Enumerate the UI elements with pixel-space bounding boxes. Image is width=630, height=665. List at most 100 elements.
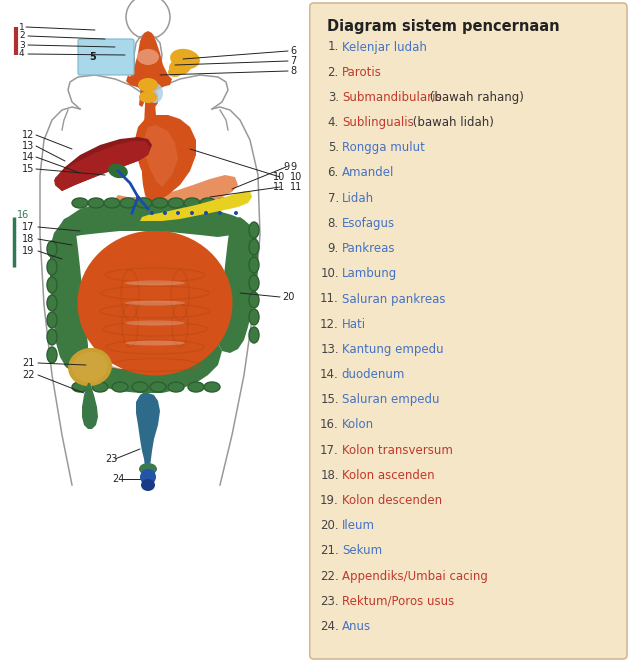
- Text: 4.: 4.: [328, 116, 339, 129]
- Text: Parotis: Parotis: [342, 66, 382, 78]
- Text: 11: 11: [273, 182, 285, 192]
- Text: Kelenjar ludah: Kelenjar ludah: [342, 41, 427, 53]
- Ellipse shape: [47, 347, 57, 363]
- Text: 5.: 5.: [328, 141, 339, 154]
- Text: 17.: 17.: [320, 444, 339, 457]
- Ellipse shape: [184, 198, 200, 208]
- Text: Kolon transversum: Kolon transversum: [342, 444, 453, 457]
- Ellipse shape: [190, 211, 194, 215]
- Polygon shape: [50, 221, 88, 371]
- Text: Saluran empedu: Saluran empedu: [342, 393, 439, 406]
- Ellipse shape: [92, 382, 108, 392]
- Ellipse shape: [168, 198, 184, 208]
- Ellipse shape: [139, 463, 157, 475]
- Ellipse shape: [249, 327, 259, 343]
- Text: Kantung empedu: Kantung empedu: [342, 343, 444, 356]
- Text: 21.: 21.: [320, 545, 339, 557]
- Text: 8: 8: [290, 66, 296, 76]
- Text: Appendiks/Umbai cacing: Appendiks/Umbai cacing: [342, 570, 488, 583]
- Polygon shape: [82, 383, 98, 429]
- Text: Sekum: Sekum: [342, 545, 382, 557]
- Text: 12.: 12.: [320, 318, 339, 331]
- Ellipse shape: [140, 469, 156, 485]
- Ellipse shape: [249, 239, 259, 255]
- Text: 9: 9: [283, 162, 289, 172]
- Polygon shape: [55, 137, 152, 191]
- Ellipse shape: [249, 292, 259, 308]
- Polygon shape: [142, 90, 158, 203]
- Ellipse shape: [120, 198, 136, 208]
- FancyBboxPatch shape: [78, 39, 134, 75]
- Text: Sublingualis: Sublingualis: [342, 116, 413, 129]
- Text: 5: 5: [89, 52, 96, 62]
- Text: 24.: 24.: [320, 620, 339, 633]
- Text: 10: 10: [290, 172, 302, 182]
- Text: 2.: 2.: [328, 66, 339, 78]
- Text: 8.: 8.: [328, 217, 339, 230]
- Text: Kolon ascenden: Kolon ascenden: [342, 469, 435, 482]
- Text: 16.: 16.: [320, 418, 339, 432]
- Ellipse shape: [169, 59, 191, 75]
- Text: 19.: 19.: [320, 494, 339, 507]
- Text: Kolon: Kolon: [342, 418, 374, 432]
- Text: (bawah rahang): (bawah rahang): [426, 91, 524, 104]
- Text: 22: 22: [22, 370, 35, 380]
- Ellipse shape: [139, 91, 157, 103]
- Ellipse shape: [170, 49, 200, 69]
- Polygon shape: [144, 125, 178, 187]
- Text: Lambung: Lambung: [342, 267, 397, 281]
- Polygon shape: [114, 175, 238, 213]
- Ellipse shape: [108, 164, 128, 178]
- Ellipse shape: [141, 479, 155, 491]
- Text: 3: 3: [19, 41, 25, 49]
- Ellipse shape: [68, 348, 112, 386]
- Text: 18: 18: [22, 234, 34, 244]
- Text: Rektum/Poros usus: Rektum/Poros usus: [342, 595, 454, 608]
- Text: Diagram sistem pencernaan: Diagram sistem pencernaan: [327, 19, 559, 35]
- Ellipse shape: [138, 78, 158, 92]
- Ellipse shape: [188, 382, 204, 392]
- Ellipse shape: [200, 198, 216, 208]
- Ellipse shape: [176, 211, 180, 215]
- Ellipse shape: [72, 352, 108, 382]
- Text: 14: 14: [22, 152, 34, 162]
- Polygon shape: [136, 393, 160, 467]
- Text: 2: 2: [19, 31, 25, 41]
- Text: Kolon descenden: Kolon descenden: [342, 494, 442, 507]
- Text: 11.: 11.: [320, 293, 339, 305]
- Ellipse shape: [249, 257, 259, 273]
- Text: 9.: 9.: [328, 242, 339, 255]
- Text: Hati: Hati: [342, 318, 366, 331]
- Ellipse shape: [168, 382, 184, 392]
- Polygon shape: [140, 191, 252, 221]
- Ellipse shape: [150, 211, 154, 215]
- Ellipse shape: [47, 277, 57, 293]
- Text: 12: 12: [22, 130, 35, 140]
- Ellipse shape: [112, 382, 128, 392]
- Ellipse shape: [152, 198, 168, 208]
- Ellipse shape: [125, 340, 185, 346]
- Polygon shape: [54, 141, 150, 191]
- Text: 15: 15: [22, 164, 35, 174]
- Text: 18.: 18.: [320, 469, 339, 482]
- Text: 14.: 14.: [320, 368, 339, 381]
- Text: 1: 1: [19, 23, 25, 31]
- Text: 11: 11: [290, 182, 302, 192]
- Text: Ileum: Ileum: [342, 519, 375, 532]
- Text: 10.: 10.: [320, 267, 339, 281]
- Ellipse shape: [163, 211, 167, 215]
- Ellipse shape: [204, 211, 208, 215]
- Ellipse shape: [216, 198, 232, 208]
- Ellipse shape: [136, 198, 152, 208]
- Text: Saluran pankreas: Saluran pankreas: [342, 293, 445, 305]
- FancyBboxPatch shape: [310, 3, 627, 659]
- Ellipse shape: [147, 83, 163, 103]
- Text: 13: 13: [22, 141, 34, 151]
- Text: Anus: Anus: [342, 620, 371, 633]
- Text: Rongga mulut: Rongga mulut: [342, 141, 425, 154]
- Ellipse shape: [204, 382, 220, 392]
- Ellipse shape: [47, 329, 57, 345]
- Text: 10: 10: [273, 172, 285, 182]
- Text: 20.: 20.: [320, 519, 339, 532]
- Text: 23.: 23.: [320, 595, 339, 608]
